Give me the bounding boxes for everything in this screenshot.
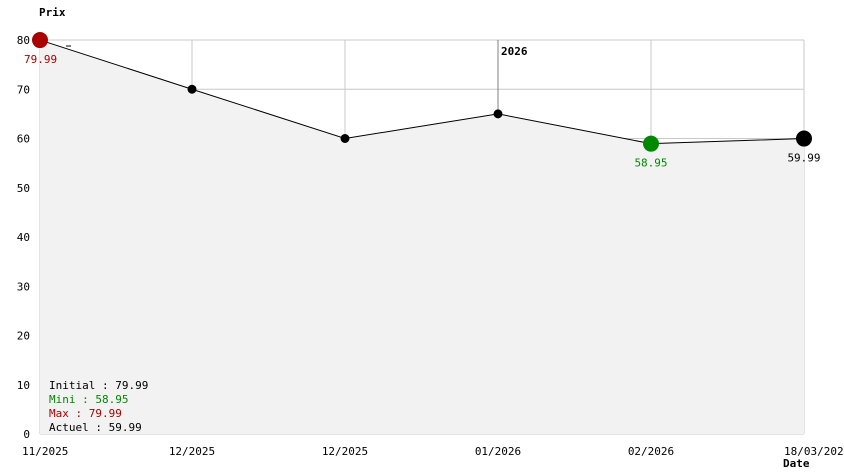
price-line — [39, 39, 805, 145]
summary-max: Max : 79.99 — [49, 407, 122, 420]
data-point-normal — [187, 84, 197, 94]
x-axis-ticks: 11/2025 12/2025 12/2025 01/2026 02/2026 18/03… — [22, 445, 844, 458]
y-tick-label: 30 — [17, 280, 30, 293]
data-point-current — [796, 130, 812, 147]
x-tick-label: 01/2026 — [475, 445, 521, 458]
y-tick-label: 50 — [17, 182, 30, 195]
x-tick-label: 11/2025 — [22, 445, 68, 458]
y-tick-label: 80 — [17, 34, 30, 47]
y-axis-ticks: 0 10 20 30 40 50 60 70 80 — [17, 34, 30, 441]
y-tick-label: 40 — [17, 231, 30, 244]
data-label-min: 58.95 — [634, 157, 667, 170]
y-tick-label: 10 — [17, 379, 30, 392]
data-label-current: 59.99 — [787, 152, 820, 165]
x-tick-label: 02/2026 — [628, 445, 674, 458]
data-point-max — [32, 32, 48, 49]
data-point-min — [643, 135, 659, 152]
data-label-max: 79.99 — [24, 53, 57, 66]
y-tick-label: 60 — [17, 133, 30, 146]
y-tick-label: 20 — [17, 330, 30, 343]
x-tick-label: 12/2025 — [322, 445, 368, 458]
x-tick-label: 18/03/2026 — [784, 445, 844, 458]
y-tick-label: 70 — [17, 83, 30, 96]
year-marker-label: 2026 — [501, 45, 528, 58]
y-tick-label: 0 — [23, 428, 30, 441]
y-axis-title: Prix — [39, 6, 66, 19]
x-tick-label: 12/2025 — [169, 445, 215, 458]
price-area — [40, 40, 804, 434]
x-axis-title: Date — [783, 457, 810, 470]
summary-actuel: Actuel : 59.99 — [49, 421, 142, 434]
summary-initial: Initial : 79.99 — [49, 379, 148, 392]
summary-legend: Initial : 79.99 Mini : 58.95 Max : 79.99… — [49, 379, 148, 434]
data-point-normal — [340, 134, 350, 143]
data-points — [32, 32, 812, 152]
summary-mini: Mini : 58.95 — [49, 393, 128, 406]
data-labels: 79.99 58.95 59.99 — [24, 53, 821, 170]
data-point-normal — [493, 109, 503, 119]
